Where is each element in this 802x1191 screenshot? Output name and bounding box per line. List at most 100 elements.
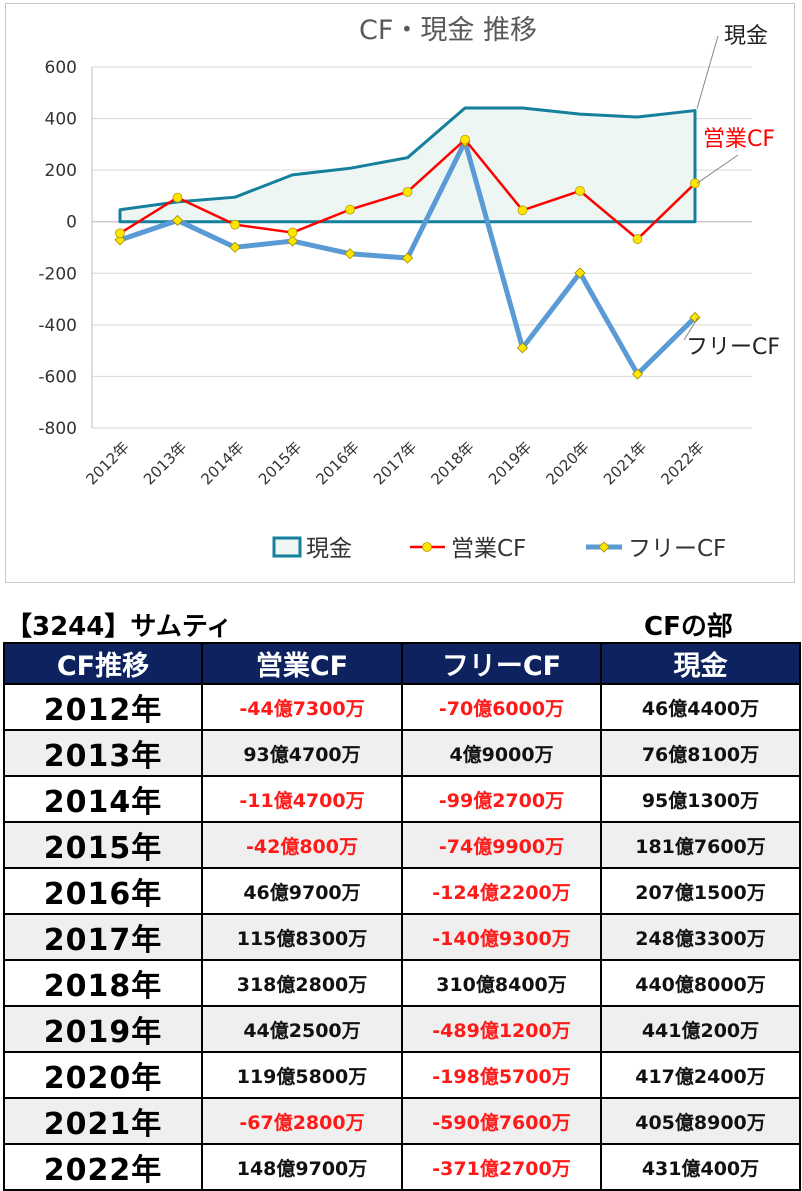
chart-title: CF・現金 推移 [359,15,537,46]
operating-cf-cell: 318億2800万 [201,959,403,1007]
cash-leader-line [696,35,719,109]
x-tick-label: 2022年 [657,438,707,488]
cash-cell: 46億4400万 [600,683,801,731]
year-cell: 2021年 [3,1097,203,1145]
table-row: 2016年 46億9700万 -124億2200万 207億1500万 [3,867,801,915]
table-row: 2018年 318億2800万 310億8400万 440億8000万 [3,959,801,1007]
cash-cell: 405億8900万 [600,1097,801,1145]
table-row: 2015年 -42億800万 -74億9900万 181億7600万 [3,821,801,869]
cf-cash-chart: CF・現金 推移 600 400 200 0 -200 -400 -600 -8002012年… [38,15,780,562]
free-cf-point [229,241,241,253]
operating-cf-cell: -11億4700万 [201,775,403,823]
cash-area [118,106,697,224]
free-cf-cell: -74億9900万 [401,821,602,869]
operating-cf-cell: -44億7300万 [201,683,403,731]
year-cell: 2022年 [3,1143,203,1191]
cash-cell: 417億2400万 [600,1051,801,1099]
free-cf-cell: -590億7600万 [401,1097,602,1145]
free-cf-point [631,368,644,380]
cash-cell: 76億8100万 [600,729,801,777]
free-cf-point [516,342,529,354]
x-tick-label: 2021年 [600,438,650,488]
operating-cf-cell: -42億800万 [201,821,403,869]
year-cell: 2015年 [3,821,203,869]
year-cell: 2012年 [3,683,203,731]
operating-cf-point [345,204,355,215]
cash-cell: 248億3300万 [600,913,801,961]
table-row: 2021年 -67億2800万 -590億7600万 405億8900万 [3,1097,801,1145]
year-cell: 2016年 [3,867,203,915]
operating-cf-cell: 44億2500万 [201,1005,403,1053]
x-tick-label: 2018年 [427,438,477,488]
cash-cell: 181億7600万 [600,821,801,869]
table-row: 2019年 44億2500万 -489億1200万 441億200万 [3,1005,801,1053]
y-tick-label: 0 [66,213,77,233]
legend-cash-label: 現金 [306,536,352,562]
free-cf-cell: -140億9300万 [401,913,602,961]
table-header-row: CF推移 営業CF フリーCF 現金 [3,642,801,685]
x-tick-label: 2014年 [197,438,247,488]
y-tick-label: 200 [45,161,77,181]
year-cell: 2013年 [3,729,203,777]
cash-cell: 441億200万 [600,1005,801,1053]
table-row: 2014年 -11億4700万 -99億2700万 95億1300万 [3,775,801,823]
operating-cf-callout-label: 営業CF [703,127,775,152]
free-cf-cell: -198億5700万 [401,1051,602,1099]
operating-cf-cell: 46億9700万 [201,867,403,915]
operating-cf-point [690,178,700,189]
company-title: 【3244】サムティ [6,612,233,642]
table-row: 2012年 -44億7300万 -70億6000万 46億4400万 [3,683,801,731]
table-row: 2020年 119億5800万 -198億5700万 417億2400万 [3,1051,801,1099]
year-cell: 2020年 [3,1051,203,1099]
header-cf-trend: CF推移 [3,642,203,685]
operating-cf-point [115,228,125,239]
operating-cf-cell: 115億8300万 [201,913,403,961]
y-tick-label: -400 [38,316,77,336]
y-tick-label: 600 [45,58,77,78]
chart-frame [5,3,795,583]
free-cf-cell: 4億9000万 [401,729,602,777]
operating-cf-cell: 93億4700万 [201,729,403,777]
cash-cell: 95億1300万 [600,775,801,823]
legend-operating-cf-label: 営業CF [451,536,526,562]
free-cf-leader-line [683,317,699,341]
table-row: 2013年 93億4700万 4億9000万 76億8100万 [3,729,801,777]
free-cf-cell: -371億2700万 [401,1143,602,1191]
header-free-cf: フリーCF [401,642,602,685]
x-tick-label: 2012年 [82,438,132,488]
operating-cf-leader-line [696,154,739,184]
operating-cf-cell: -67億2800万 [201,1097,403,1145]
legend-operating-cf-marker [422,542,432,552]
free-cf-cell: -124億2200万 [401,867,602,915]
cf-table: CF推移 営業CF フリーCF 現金 2012年 -44億7300万 -70億600… [3,642,801,1191]
y-tick-label: 400 [45,110,77,130]
operating-cf-point [517,205,528,216]
x-tick-label: 2019年 [485,438,535,488]
free-cf-cell: 310億8400万 [401,959,602,1007]
free-cf-cell: -70億6000万 [401,683,602,731]
free-cf-cell: -99億2700万 [401,775,602,823]
operating-cf-point [632,234,643,244]
free-cf-point [286,235,299,247]
year-cell: 2018年 [3,959,203,1007]
free-cf-callout-label: フリーCF [686,335,780,360]
header-operating-cf: 営業CF [201,642,403,685]
x-tick-label: 2013年 [140,438,190,488]
cash-cell: 440億8000万 [600,959,801,1007]
y-tick-label: -600 [38,367,77,387]
section-title: CFの部 [644,612,733,642]
free-cf-point [344,248,356,260]
free-cf-point [171,214,184,227]
cash-cell: 207億1500万 [600,867,801,915]
y-tick-label: -800 [38,419,77,439]
operating-cf-point [402,186,413,197]
free-cf-cell: -489億1200万 [401,1005,602,1053]
x-tick-label: 2016年 [312,438,362,488]
cash-cell: 431億400万 [600,1143,801,1191]
free-cf-point [401,252,414,264]
operating-cf-point [287,227,298,238]
year-cell: 2019年 [3,1005,203,1053]
operating-cf-point [575,185,585,196]
table-row: 2022年 148億9700万 -371億2700万 431億400万 [3,1143,801,1191]
